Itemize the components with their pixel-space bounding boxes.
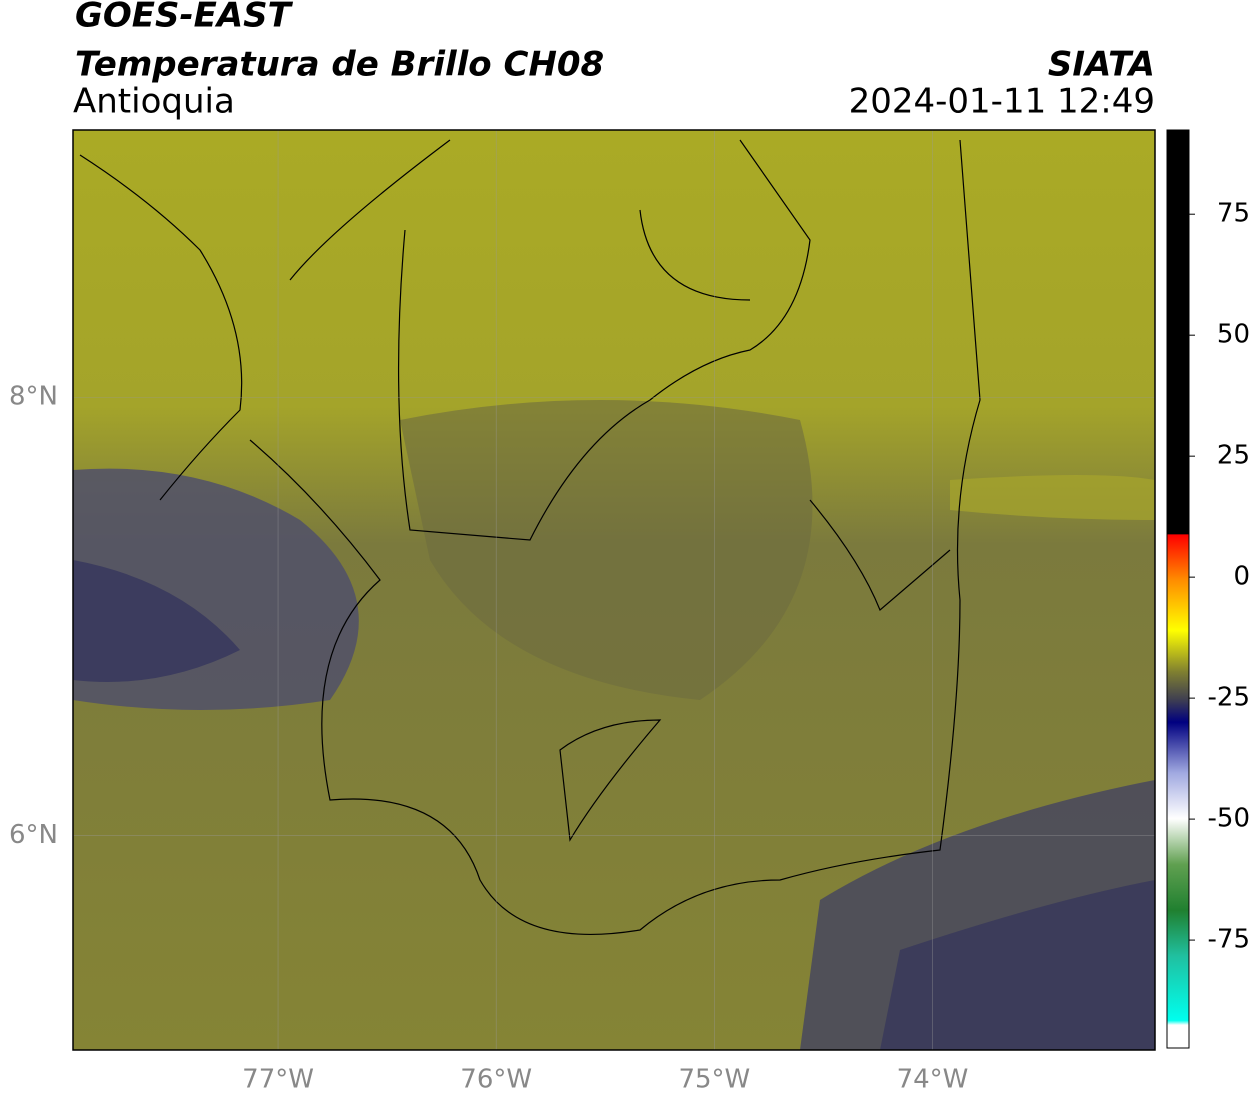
lat-tick-label: 6°N bbox=[9, 820, 58, 850]
region: Antioquia bbox=[73, 82, 235, 122]
title-2: Temperatura de Brillo CH08 bbox=[75, 45, 604, 85]
source: SIATA bbox=[1048, 45, 1155, 85]
lon-tick-label: 77°W bbox=[242, 1065, 314, 1095]
lon-tick-label: 75°W bbox=[678, 1065, 750, 1095]
map-frame bbox=[72, 129, 1156, 1051]
colorbar-tick-label: 75 bbox=[1217, 199, 1250, 229]
colorbar-tick-label: 50 bbox=[1217, 320, 1250, 350]
graticule bbox=[73, 130, 1155, 1050]
map-imagery bbox=[73, 130, 1155, 1050]
colorbar-tick-label: -25 bbox=[1208, 683, 1250, 713]
lon-tick-label: 76°W bbox=[460, 1065, 532, 1095]
colorbar-tick-label: 25 bbox=[1217, 441, 1250, 471]
colorbar-tick-label: 0 bbox=[1233, 562, 1250, 592]
colorbar-tick-label: -50 bbox=[1208, 804, 1250, 834]
lat-tick-label: 8°N bbox=[9, 382, 58, 412]
lon-tick-label: 74°W bbox=[897, 1065, 969, 1095]
colorbar-tick-label: -75 bbox=[1208, 925, 1250, 955]
datetime: 2024-01-11 12:49 bbox=[849, 82, 1155, 122]
colorbar bbox=[1166, 129, 1190, 1049]
title-1: GOES-EAST bbox=[75, 0, 294, 36]
